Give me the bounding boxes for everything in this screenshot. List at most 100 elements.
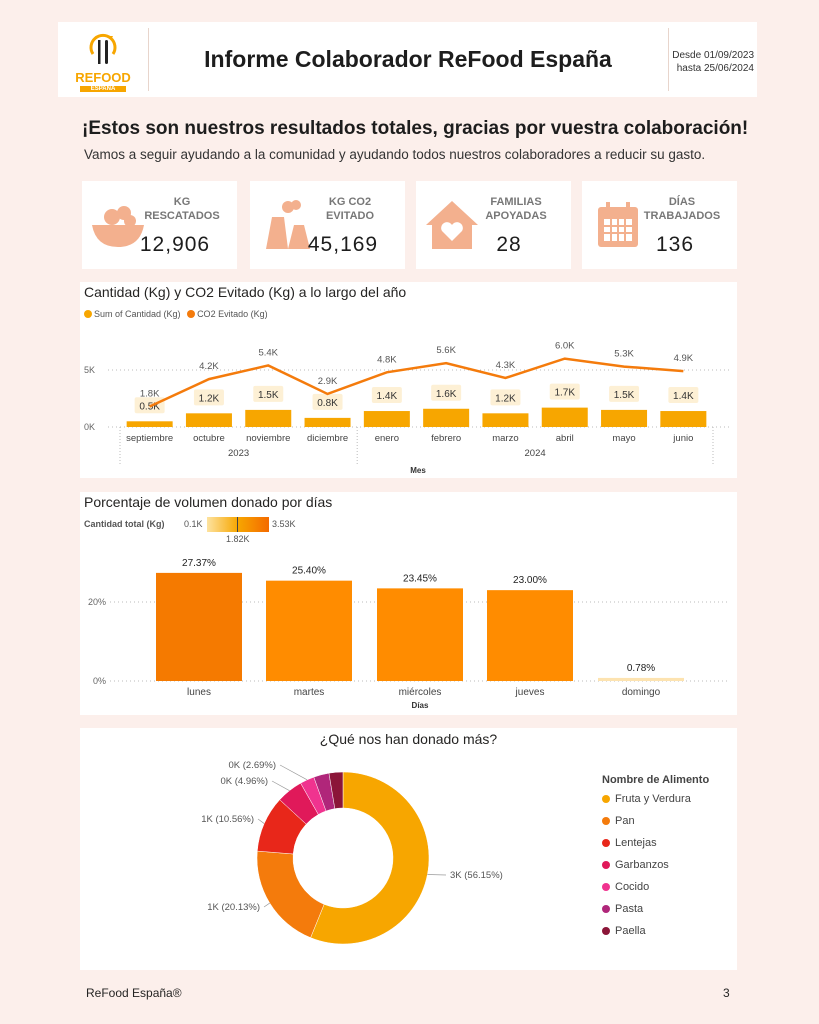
weekday-chart-card: Porcentaje de volumen donado por días Ca… bbox=[80, 492, 737, 715]
x-tick-label: junio bbox=[672, 433, 693, 444]
bar bbox=[126, 421, 173, 427]
kpi-value: 28 bbox=[496, 233, 522, 256]
line-data-label: 5.4K bbox=[258, 347, 278, 358]
bar-data-label: 0.8K bbox=[317, 398, 338, 409]
line-data-label: 4.2K bbox=[199, 361, 219, 372]
line-data-label: 5.3K bbox=[614, 349, 634, 360]
x-axis-title: Mes bbox=[410, 466, 426, 475]
legend-item[interactable]: Fruta y Verdura bbox=[602, 793, 691, 815]
legend-item[interactable]: Sum of Cantidad (Kg) bbox=[94, 309, 181, 319]
x-tick-label: septiembre bbox=[126, 433, 173, 444]
y-tick-label: 0K bbox=[84, 422, 95, 432]
bar-data-label: 0.78% bbox=[627, 663, 655, 674]
legend-dot bbox=[602, 927, 610, 935]
pie-slice bbox=[328, 771, 344, 809]
legend-label: Garbanzos bbox=[615, 859, 669, 871]
x-tick-label: miércoles bbox=[399, 687, 442, 698]
legend-dot bbox=[602, 861, 610, 869]
factory-icon bbox=[266, 200, 310, 249]
pie-slice bbox=[256, 850, 325, 938]
bar-data-label: 23.45% bbox=[403, 573, 437, 584]
bar bbox=[487, 590, 573, 681]
kpi-label: KG CO2 EVITADO bbox=[325, 196, 375, 222]
line-data-label: 4.8K bbox=[377, 354, 397, 365]
legend-item[interactable]: Paella bbox=[602, 925, 691, 947]
chart-title: ¿Qué nos han donado más? bbox=[319, 731, 498, 747]
legend-item[interactable]: CO2 Evitado (Kg) bbox=[197, 309, 268, 319]
report-header: REFOOD ESPAÑA Informe Colaborador ReFood… bbox=[58, 22, 757, 97]
divider bbox=[668, 28, 669, 91]
bar bbox=[363, 411, 410, 427]
legend-label: Fruta y Verdura bbox=[615, 793, 691, 805]
date-from: Desde 01/09/2023 bbox=[672, 50, 754, 61]
kpi-kg-rescatados: KG RESCATADOS 12,906 bbox=[82, 181, 237, 269]
kpi-value: 45,169 bbox=[307, 233, 379, 256]
legend-label: Lentejas bbox=[615, 837, 657, 849]
kpi-label: KG RESCATADOS bbox=[144, 196, 220, 222]
pie-slice bbox=[310, 771, 430, 945]
data-label-bg bbox=[371, 387, 402, 404]
monthly-chart-card: Cantidad (Kg) y CO2 Evitado (Kg) a lo la… bbox=[80, 282, 737, 478]
pie-data-label: 1K (20.13%) bbox=[207, 902, 260, 913]
logo-fork-knife-icon bbox=[89, 33, 117, 64]
bar bbox=[377, 588, 463, 681]
leader-line bbox=[263, 902, 270, 908]
x-tick-label: lunes bbox=[187, 687, 211, 698]
legend-label: Cocido bbox=[615, 881, 650, 893]
monthly-combo-chart: 0K5K0.5K1.8Kseptiembre1.2K4.2Koctubre1.5… bbox=[84, 341, 730, 475]
bar-data-label: 1.2K bbox=[199, 393, 220, 404]
x-tick-label: diciembre bbox=[307, 433, 348, 444]
logo-subtext: ESPAÑA bbox=[80, 86, 126, 92]
bar-data-label: 25.40% bbox=[292, 566, 326, 577]
leader-line bbox=[279, 764, 308, 781]
data-label-bg bbox=[193, 389, 224, 406]
chart-title: Porcentaje de volumen donado por días bbox=[84, 494, 333, 510]
data-label-bg bbox=[668, 387, 699, 404]
food-pie-card: ¿Qué nos han donado más? 3K (56.15%) 1K (… bbox=[80, 728, 737, 970]
line-data-label: 5.6K bbox=[436, 345, 456, 356]
line-data-label: 4.3K bbox=[496, 360, 516, 371]
legend-item[interactable]: Lentejas bbox=[602, 837, 691, 859]
pie-data-label: 1K (10.56%) bbox=[201, 814, 254, 825]
data-label-bg bbox=[312, 393, 343, 410]
legend-dot bbox=[602, 817, 610, 825]
line-data-label: 1.8K bbox=[140, 388, 160, 399]
divider bbox=[148, 28, 149, 91]
legend-item[interactable]: Pan bbox=[602, 815, 691, 837]
gradient-legend-bar bbox=[207, 517, 269, 532]
pie-data-label: 0K (2.69%) bbox=[228, 760, 276, 771]
x-tick-label: martes bbox=[294, 687, 325, 698]
kpi-familias-apoyadas: FAMILIAS APOYADAS 28 bbox=[416, 181, 571, 269]
subheadline: Vamos a seguir ayudando a la comunidad y… bbox=[84, 147, 706, 162]
gradient-legend-title: Cantidad total (Kg) bbox=[84, 519, 165, 529]
legend-item[interactable]: Garbanzos bbox=[602, 859, 691, 881]
pie-legend: Fruta y Verdura Pan Lentejas Garbanzos Cocid… bbox=[602, 793, 691, 947]
chart-title: Cantidad (Kg) y CO2 Evitado (Kg) a lo la… bbox=[84, 284, 407, 300]
x-tick-label: jueves bbox=[515, 687, 545, 698]
data-label-bg bbox=[253, 385, 284, 402]
gradient-legend-max: 3.53K bbox=[272, 519, 296, 529]
logo-text: REFOOD bbox=[75, 70, 131, 85]
gradient-legend-mid: 1.82K bbox=[226, 534, 250, 544]
y-tick-label: 5K bbox=[84, 365, 95, 375]
x-axis-title: Días bbox=[412, 701, 429, 710]
x-tick-label: febrero bbox=[431, 433, 461, 444]
bar bbox=[423, 408, 470, 427]
line-data-label: 6.0K bbox=[555, 341, 575, 352]
home-heart-icon bbox=[426, 201, 478, 249]
bar-data-label: 1.2K bbox=[495, 393, 516, 404]
kpi-label: DÍAS TRABAJADOS bbox=[643, 196, 721, 222]
legend-label: Pan bbox=[615, 815, 635, 827]
co2-line bbox=[149, 357, 684, 408]
legend-dot bbox=[602, 905, 610, 913]
legend-item[interactable]: Cocido bbox=[602, 881, 691, 903]
bar bbox=[156, 572, 242, 681]
bar-data-label: 1.5K bbox=[258, 390, 279, 401]
pie-data-label: 3K (56.15%) bbox=[450, 870, 503, 881]
x-tick-label: domingo bbox=[622, 687, 661, 698]
leader-line bbox=[257, 818, 265, 824]
line-data-label: 4.9K bbox=[674, 353, 694, 364]
x-tick-label: noviembre bbox=[246, 433, 290, 444]
bar bbox=[266, 580, 352, 681]
legend-item[interactable]: Pasta bbox=[602, 903, 691, 925]
